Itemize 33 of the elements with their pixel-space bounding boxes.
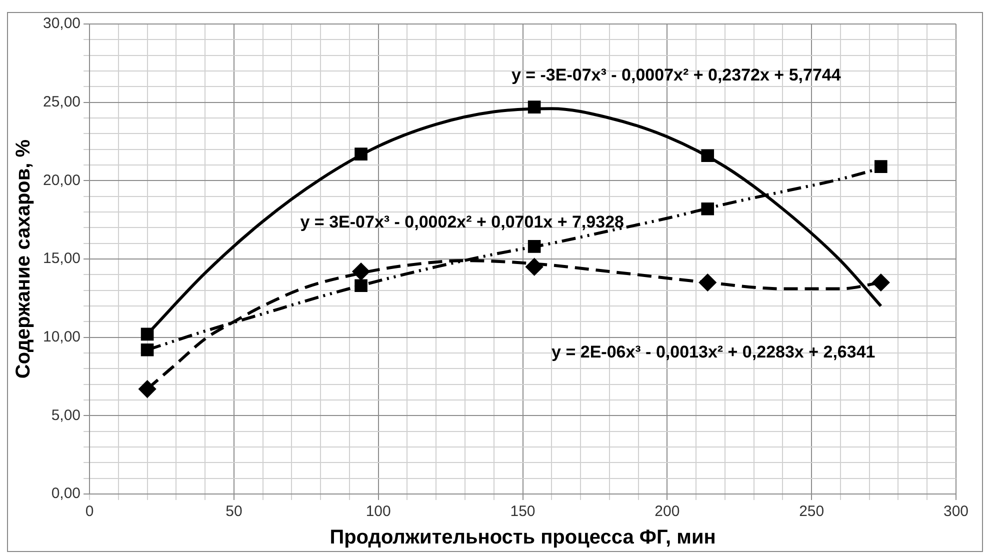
point	[872, 274, 890, 292]
annotation: y = -3E-07x³ - 0,0007x² + 0,2372x + 5,7744	[511, 65, 842, 84]
point	[528, 240, 541, 253]
point	[140, 328, 154, 341]
y-tick-label: 20,00	[42, 172, 81, 189]
x-tick-label: 250	[799, 503, 824, 520]
point	[874, 160, 888, 173]
y-tick-label: 30,00	[42, 15, 81, 32]
y-tick-label: 5,00	[51, 406, 81, 424]
y-tick-label: 25,00	[42, 93, 81, 110]
x-tick-label: 300	[943, 503, 969, 520]
point	[698, 274, 716, 292]
x-tick-label: 100	[366, 503, 391, 520]
x-tick-label: 0	[85, 503, 94, 520]
y-tick-label: 10,00	[42, 328, 81, 346]
x-tick-label: 200	[654, 503, 680, 520]
point	[354, 148, 368, 160]
x-axis-title: Продолжительность процесса ФГ, мин	[330, 526, 716, 549]
point	[354, 279, 368, 292]
point	[701, 202, 714, 216]
annotation: y = 2E-06x³ - 0,0013x² + 0,2283x + 2,6341	[552, 342, 876, 362]
point	[701, 149, 714, 162]
x-tick-label: 150	[510, 503, 536, 520]
y-tick-label: 0,00	[51, 485, 81, 502]
point	[138, 380, 156, 398]
y-tick-label: 15,00	[42, 250, 81, 268]
point	[140, 343, 154, 356]
point	[528, 100, 541, 114]
point	[352, 262, 370, 280]
y-axis-title: Содержание сахаров, %	[12, 139, 35, 379]
x-tick-label: 50	[226, 503, 242, 520]
annotation: y = 3E-07x³ - 0,0002x² + 0,0701x + 7,9328	[300, 212, 624, 232]
point	[526, 258, 544, 276]
